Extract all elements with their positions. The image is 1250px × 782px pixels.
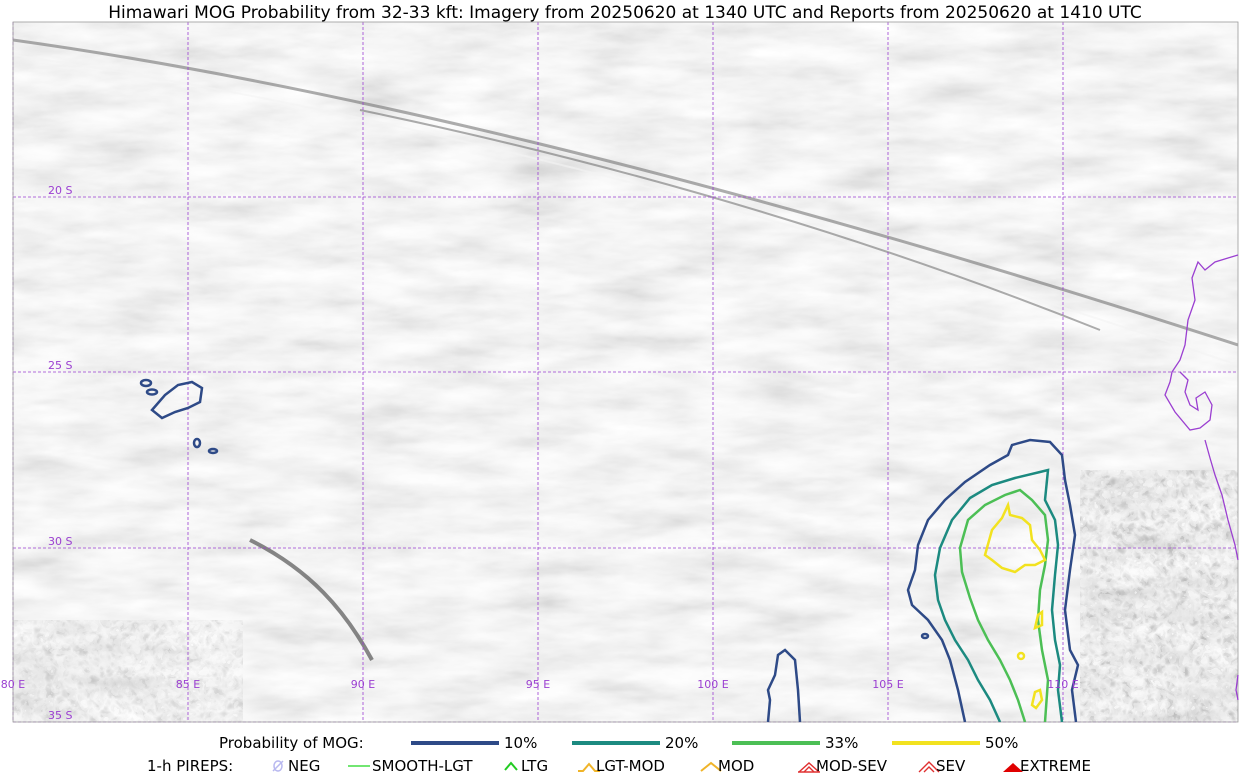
pirep-label: LTG — [521, 757, 549, 775]
pirep-label: NEG — [288, 757, 321, 775]
australia-coastline — [1164, 254, 1239, 561]
latitude-label: 20 S — [48, 184, 72, 197]
latitude-label: 25 S — [48, 359, 72, 372]
probability-legend-title: Probability of MOG: — [219, 734, 364, 752]
mod-sev-chevron-icon — [798, 759, 820, 773]
contour-10-blob-a — [150, 380, 204, 420]
jet-stream-band — [13, 38, 1238, 347]
contour-10-tail — [766, 648, 802, 722]
graticule-labels: 20 S 25 S 30 S 35 S 80 E 85 E 90 E 95 E 100 E 105… — [1, 184, 1079, 722]
contour-10-blob-c — [145, 388, 159, 396]
contour-10-blob-f — [920, 632, 930, 640]
longitude-label: 85 E — [176, 678, 200, 691]
convective-clouds — [1080, 470, 1238, 722]
probability-swatch — [572, 741, 660, 745]
contour-50-c — [1030, 688, 1044, 710]
ltg-chevron-icon — [503, 759, 525, 773]
contour-33 — [958, 488, 1050, 722]
pirep-label: SEV — [936, 757, 966, 775]
smooth-lgt-line-icon — [348, 759, 370, 773]
pirep-label: MOD-SEV — [816, 757, 887, 775]
longitude-label: 105 E — [872, 678, 903, 691]
latitude-label: 30 S — [48, 535, 72, 548]
pirep-label: MOD — [718, 757, 755, 775]
probability-swatch — [732, 741, 820, 745]
latitude-label: 35 S — [48, 709, 72, 722]
neg-icon — [270, 759, 292, 773]
pirep-label: SMOOTH-LGT — [372, 757, 473, 775]
contour-50-a — [1033, 609, 1044, 631]
pirep-legend: 1-h PIREPS: NEG SMOOTH-LGT LTG LGT-MOD MOD MO… — [0, 756, 1250, 776]
longitude-label: 100 E — [697, 678, 728, 691]
probability-label: 33% — [825, 734, 859, 752]
mog-contours — [139, 378, 1080, 722]
map-title: Himawari MOG Probability from 32-33 kft:… — [108, 3, 1142, 23]
coastline — [1164, 254, 1239, 701]
contour-10-blob-d — [192, 437, 202, 449]
pirep-label: LGT-MOD — [596, 757, 665, 775]
contour-10-blob-e — [207, 447, 219, 455]
extreme-chevron-icon — [1002, 759, 1024, 773]
probability-label: 10% — [504, 734, 538, 752]
contour-50-main — [983, 500, 1047, 574]
coastline-sw — [1235, 674, 1239, 701]
probability-swatch — [411, 741, 499, 745]
lgt-mod-chevron-icon — [578, 759, 600, 773]
contour-10-blob-b — [139, 378, 153, 388]
pirep-label: EXTREME — [1020, 757, 1091, 775]
contour-20 — [933, 468, 1064, 722]
probability-legend: Probability of MOG: 10% 20% 33% 50% — [0, 733, 1250, 753]
pirep-legend-title: 1-h PIREPS: — [147, 757, 234, 775]
longitude-label: 110 E — [1047, 678, 1078, 691]
jet-stream-band-2 — [359, 109, 1101, 331]
satellite-map: 20 S 25 S 30 S 35 S 80 E 85 E 90 E 95 E 100 E 105… — [1, 21, 1239, 723]
convective-clouds-sw — [13, 620, 243, 722]
contour-50-b — [1016, 651, 1026, 661]
longitude-label: 90 E — [351, 678, 375, 691]
dark-cloud-edge — [249, 538, 374, 661]
contour-10-main — [906, 438, 1080, 722]
map-frame — [12, 21, 1239, 723]
mod-chevron-icon — [700, 759, 722, 773]
probability-swatch — [892, 741, 980, 745]
longitude-label: 95 E — [526, 678, 550, 691]
graticule — [12, 21, 1239, 723]
probability-label: 20% — [665, 734, 699, 752]
probability-label: 50% — [985, 734, 1019, 752]
longitude-label: 80 E — [1, 678, 25, 691]
jet-stream-band-light — [13, 54, 1238, 366]
sev-chevron-icon — [918, 759, 940, 773]
